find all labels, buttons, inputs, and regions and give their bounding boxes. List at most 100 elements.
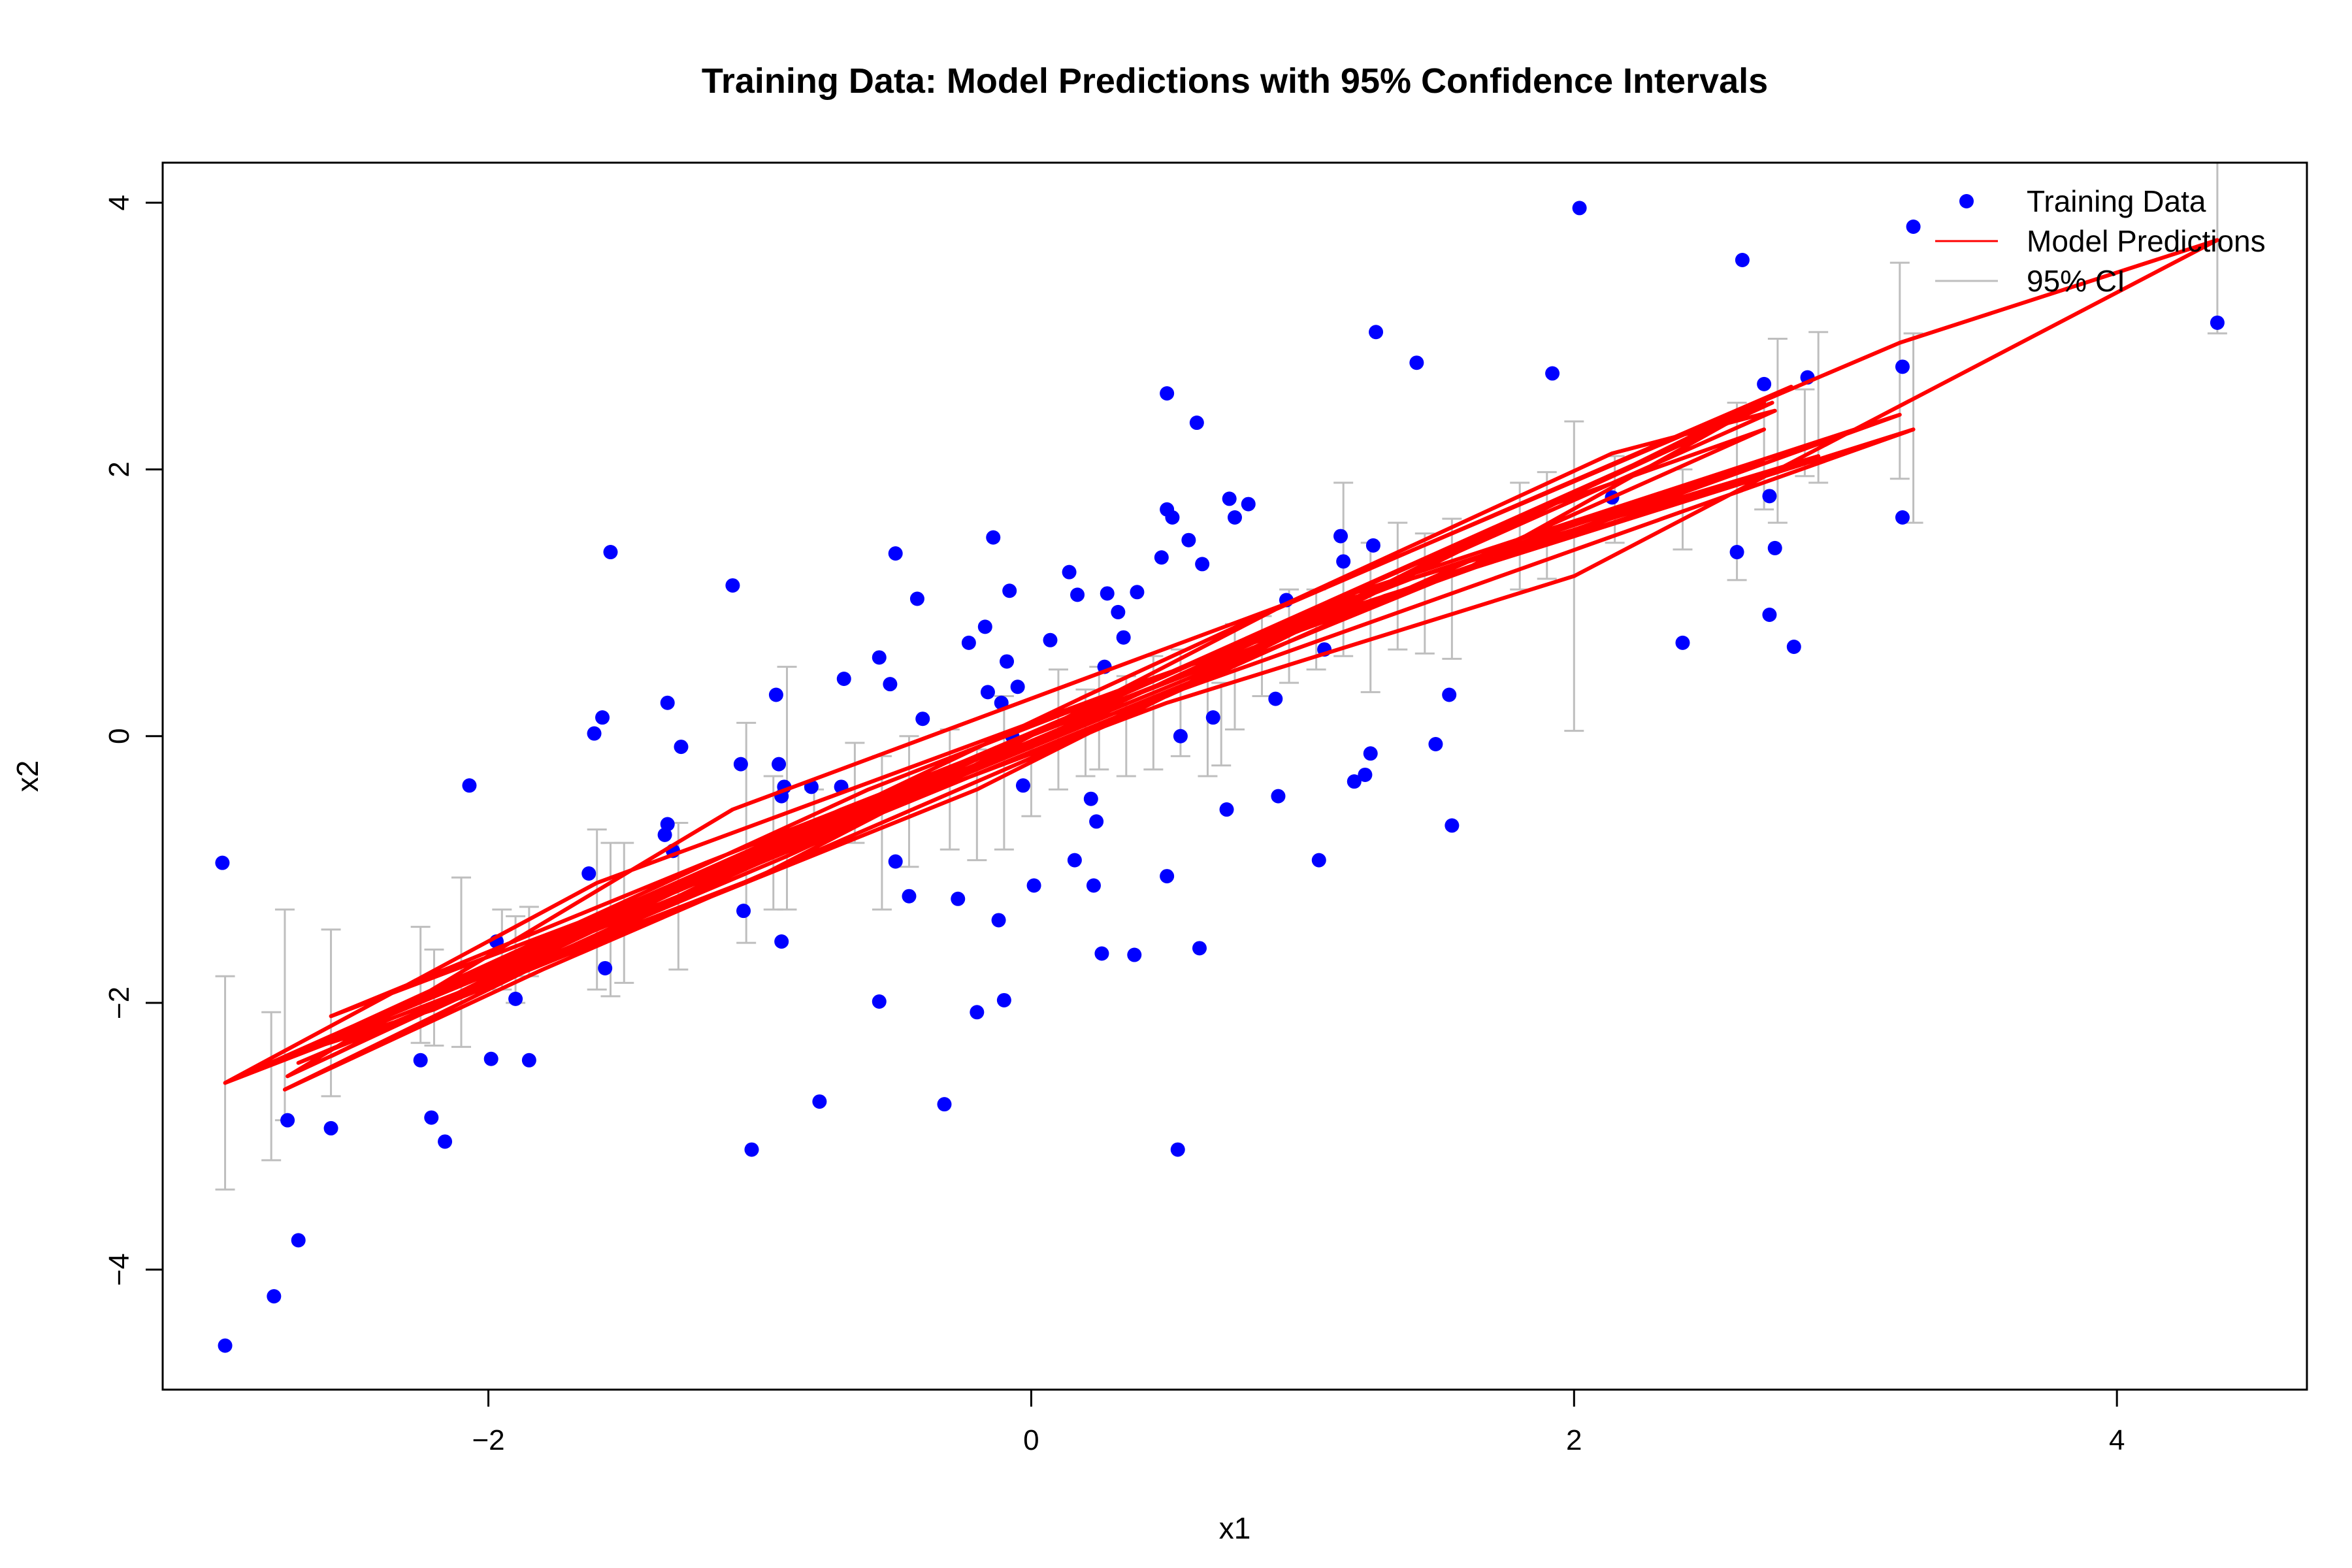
data-point <box>1369 325 1384 340</box>
data-point <box>1358 767 1373 782</box>
ci-errorbar <box>1442 517 1462 660</box>
data-point <box>1895 510 1910 525</box>
data-point <box>1100 586 1115 601</box>
data-point <box>1173 728 1188 743</box>
data-point <box>462 778 477 793</box>
legend-point-key <box>1959 194 1974 208</box>
data-point <box>1271 789 1286 804</box>
data-point <box>581 866 596 881</box>
ci-errorbar <box>587 828 607 991</box>
data-point <box>1083 791 1098 806</box>
y-tick-label: 2 <box>103 461 135 477</box>
x-tick-label: 4 <box>2109 1424 2125 1456</box>
data-point <box>1160 386 1175 401</box>
data-point <box>1192 941 1207 956</box>
data-point <box>1010 679 1025 694</box>
y-axis-label: x2 <box>10 760 44 792</box>
data-point <box>883 677 898 692</box>
data-point <box>660 817 675 832</box>
data-point <box>1906 219 1921 234</box>
data-point <box>1767 540 1782 555</box>
data-point <box>521 1053 536 1068</box>
data-point <box>1675 635 1690 650</box>
data-point <box>280 1113 295 1128</box>
data-point <box>483 1051 498 1066</box>
ci-errorbar <box>994 695 1014 851</box>
data-point <box>323 1120 338 1135</box>
data-point <box>888 854 903 869</box>
ci-errorbar <box>261 1011 282 1162</box>
data-point <box>218 1338 233 1353</box>
data-point <box>768 687 783 702</box>
data-point <box>1572 201 1587 216</box>
data-point <box>291 1233 306 1248</box>
data-point <box>915 711 930 727</box>
data-point <box>1160 869 1175 884</box>
data-point <box>267 1289 282 1304</box>
data-point <box>872 650 887 665</box>
data-point <box>1127 947 1142 962</box>
data-point <box>1363 746 1378 761</box>
data-point <box>1195 557 1210 572</box>
data-point <box>603 545 618 560</box>
data-point <box>1735 253 1750 268</box>
data-point <box>1000 654 1015 669</box>
data-point <box>660 695 675 710</box>
data-point <box>1094 946 1109 961</box>
data-point <box>872 994 887 1009</box>
data-point <box>909 591 924 606</box>
data-point <box>951 891 966 906</box>
legend-entry: 95% CI <box>1935 264 2125 298</box>
data-point <box>1757 376 1772 391</box>
data-point <box>986 530 1001 545</box>
data-point <box>1729 545 1744 560</box>
data-point <box>1089 814 1104 829</box>
prediction-line <box>223 238 2219 1092</box>
prediction-layer <box>223 238 2219 1092</box>
data-point <box>1268 691 1283 706</box>
data-point <box>1311 853 1326 868</box>
data-point <box>996 992 1011 1007</box>
data-point <box>587 726 602 741</box>
data-point <box>812 1094 827 1109</box>
data-point <box>508 991 523 1006</box>
data-point <box>1043 632 1058 647</box>
x-tick-label: 2 <box>1566 1424 1582 1456</box>
data-point <box>1222 491 1237 506</box>
legend-entry: Training Data <box>1959 184 2206 218</box>
data-point <box>888 546 903 561</box>
y-tick-label: 4 <box>103 195 135 210</box>
data-point <box>1365 538 1380 553</box>
legend-label: Model Predictions <box>2027 224 2266 258</box>
data-point <box>1015 778 1030 793</box>
data-point <box>215 855 230 870</box>
legend-entry: Model Predictions <box>1935 224 2266 258</box>
data-point <box>733 757 748 772</box>
data-point <box>1130 585 1145 600</box>
data-point <box>736 904 751 919</box>
data-point <box>595 710 610 725</box>
data-point <box>937 1097 952 1112</box>
data-point <box>1205 710 1220 725</box>
y-axis: −4 −2 0 2 4 <box>103 195 164 1286</box>
legend-label: Training Data <box>2027 184 2206 218</box>
data-point <box>1241 497 1256 512</box>
y-tick-label: −2 <box>103 987 135 1019</box>
data-point <box>1062 564 1077 580</box>
data-point <box>1228 510 1242 525</box>
ci-errorbar <box>1333 482 1354 657</box>
data-point <box>1445 818 1460 833</box>
data-point <box>1333 529 1348 544</box>
data-point <box>1347 774 1362 789</box>
data-point <box>1189 416 1204 431</box>
data-point <box>2210 315 2225 330</box>
data-point <box>1170 1142 1185 1157</box>
y-tick-label: 0 <box>103 728 135 744</box>
data-point <box>598 960 613 975</box>
data-point <box>1165 510 1180 525</box>
data-point <box>1762 608 1777 623</box>
data-point <box>1545 366 1560 381</box>
data-point <box>1111 604 1126 619</box>
